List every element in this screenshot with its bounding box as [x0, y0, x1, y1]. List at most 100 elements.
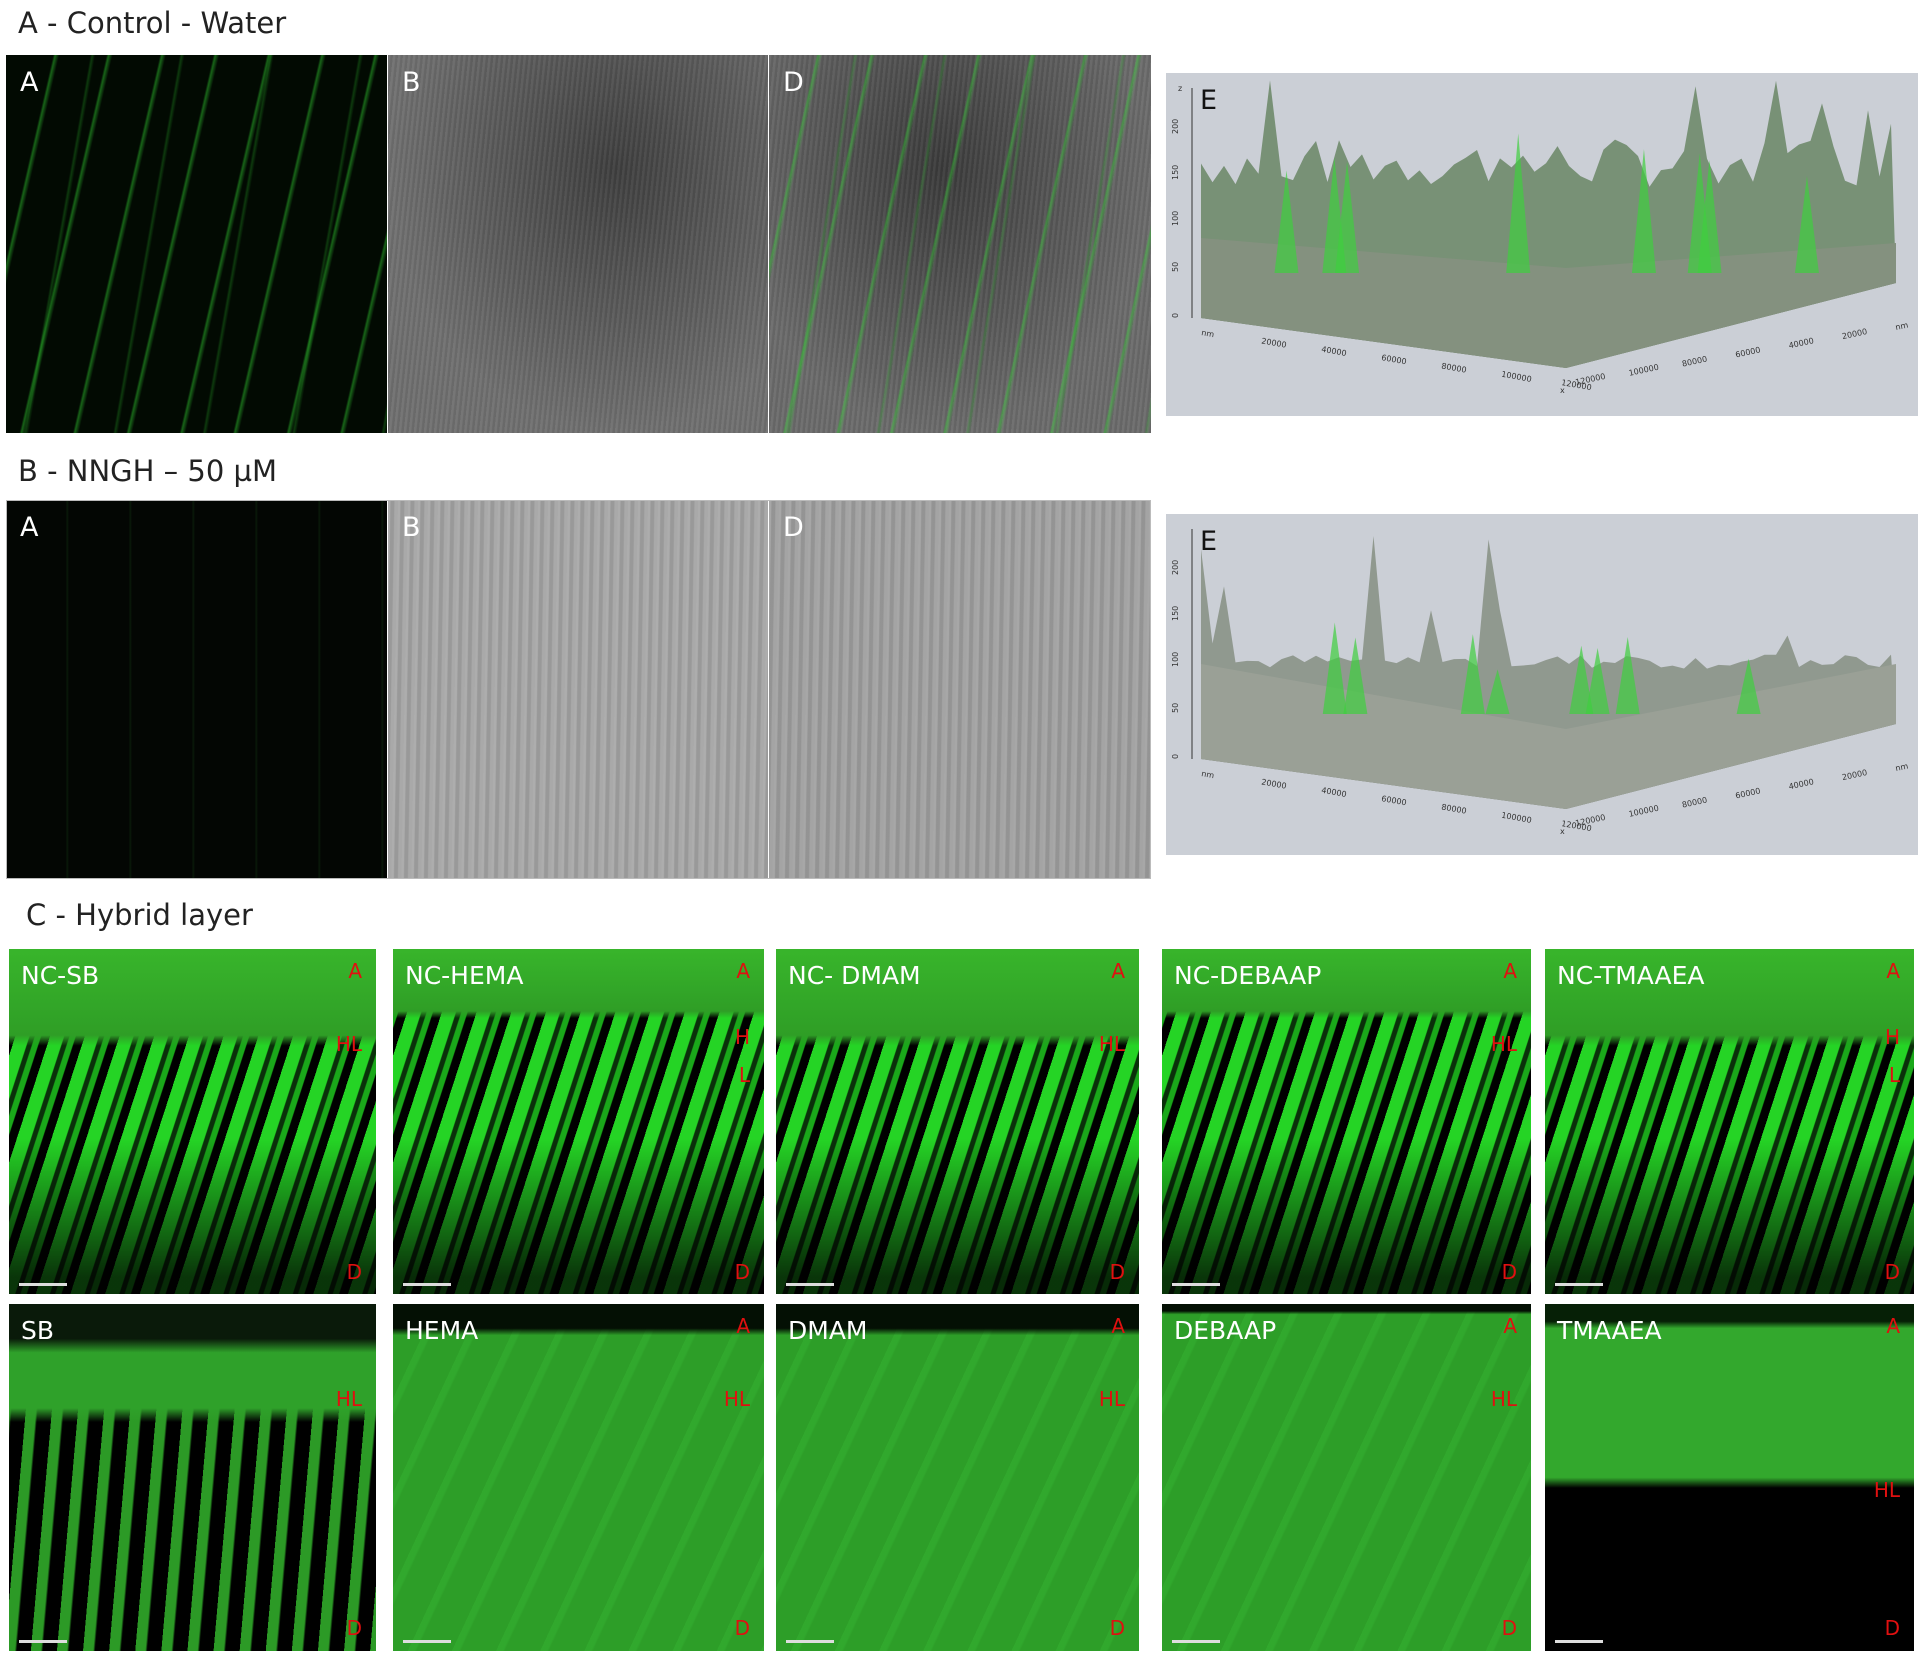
section-title: C - Hybrid layer	[26, 898, 253, 932]
region-label: A	[348, 959, 362, 984]
x-tick-label: 80000	[1441, 802, 1468, 815]
region-label: A	[736, 1314, 750, 1339]
z-tick-label: 200	[1171, 560, 1180, 575]
x-axis-label: x	[1560, 386, 1565, 395]
region-label: D	[1109, 1616, 1125, 1641]
panel-label: A	[20, 512, 39, 543]
z-tick-label: 0	[1171, 754, 1180, 759]
sample-label: NC-SB	[21, 961, 100, 990]
green-peak	[1615, 637, 1640, 714]
plot-label: E	[1200, 85, 1218, 116]
green-peak	[1585, 648, 1610, 714]
y-tick-label: nm	[1895, 761, 1910, 773]
region-label: HL	[335, 1031, 362, 1056]
scale-bar	[1172, 1640, 1220, 1643]
x-tick-label: 60000	[1381, 794, 1408, 807]
surface-front	[1201, 664, 1896, 809]
x-tick-label: 40000	[1321, 345, 1348, 358]
micrograph: TMAAEA A HL D	[1545, 1304, 1914, 1651]
plot-label: E	[1200, 526, 1218, 557]
green-peak	[1794, 176, 1819, 273]
green-peak	[1506, 133, 1531, 273]
scale-bar	[19, 1283, 67, 1286]
region-label: D	[734, 1259, 750, 1284]
scale-bar	[1555, 1283, 1603, 1286]
region-label: HL	[1490, 1387, 1517, 1412]
micrograph: NC-HEMA A H L D	[393, 949, 764, 1294]
z-tick-label: 100	[1171, 652, 1180, 667]
scale-bar	[786, 1283, 834, 1286]
micrograph: A	[6, 55, 387, 433]
panel-label: D	[783, 512, 804, 543]
x-tick-label: nm	[1201, 328, 1215, 339]
region-label: A	[1503, 959, 1517, 984]
z-tick-label: 100	[1171, 211, 1180, 226]
micrograph: NC-DEBAAP A HL D	[1162, 949, 1531, 1294]
sample-label: HEMA	[405, 1316, 479, 1345]
x-tick-label: 80000	[1441, 361, 1468, 374]
x-tick-label: 20000	[1261, 336, 1288, 349]
x-tick-label: 20000	[1261, 777, 1288, 790]
sample-label: NC- DMAM	[788, 961, 921, 990]
region-label: D	[1109, 1259, 1125, 1284]
micrograph: HEMA A HL D	[393, 1304, 764, 1651]
region-label: H	[1884, 1024, 1900, 1049]
green-peak	[1631, 149, 1656, 273]
region-label: A	[736, 959, 750, 984]
region-label: A	[1886, 959, 1900, 984]
region-label: A	[1111, 1314, 1125, 1339]
green-peak	[1343, 637, 1368, 714]
green-peak	[1569, 645, 1594, 714]
region-label: L	[1888, 1062, 1900, 1087]
sample-label: DMAM	[788, 1316, 868, 1345]
region-label: D	[1501, 1259, 1517, 1284]
green-peak	[1485, 669, 1510, 714]
section-title: B - NNGH – 50 µM	[18, 454, 277, 488]
z-tick-label: 150	[1171, 606, 1180, 621]
sample-label: NC-TMAAEA	[1557, 961, 1705, 990]
micrograph: NC-TMAAEA A H L D	[1545, 949, 1914, 1294]
region-label: HL	[1098, 1387, 1125, 1412]
sample-label: NC-DEBAAP	[1174, 961, 1322, 990]
micrograph: B	[388, 55, 768, 433]
region-label: A	[1111, 959, 1125, 984]
y-tick-label: nm	[1895, 320, 1910, 332]
z-tick-label: 50	[1171, 703, 1180, 713]
region-label: D	[346, 1259, 362, 1284]
sample-label: NC-HEMA	[405, 961, 524, 990]
scale-bar	[403, 1283, 451, 1286]
region-label: L	[738, 1062, 750, 1087]
z-tick-label: 50	[1171, 262, 1180, 272]
micrograph: NC-SB A HL D	[9, 949, 376, 1294]
region-label: A	[1503, 1314, 1517, 1339]
x-tick-label: nm	[1201, 769, 1215, 780]
region-label: D	[346, 1616, 362, 1641]
region-label: HL	[335, 1387, 362, 1412]
x-tick-label: 60000	[1381, 353, 1408, 366]
scale-bar	[403, 1640, 451, 1643]
scale-bar	[1555, 1640, 1603, 1643]
micrograph: DMAM A HL D	[776, 1304, 1139, 1651]
micrograph: NC- DMAM A HL D	[776, 949, 1139, 1294]
green-peak	[1687, 153, 1712, 273]
sample-label: DEBAAP	[1174, 1316, 1277, 1345]
panel-label: A	[20, 67, 39, 98]
region-label: D	[1884, 1259, 1900, 1284]
green-peak	[1274, 170, 1299, 273]
micrograph: SB HL D	[9, 1304, 376, 1651]
region-label: HL	[1490, 1031, 1517, 1056]
z-tick-label: 200	[1171, 119, 1180, 134]
green-peak	[1460, 634, 1485, 714]
section-title: A - Control - Water	[18, 6, 287, 40]
surface-plot: 050100150200nm20000400006000080000100000…	[1166, 514, 1918, 855]
micrograph: D	[769, 500, 1151, 879]
micrograph: A	[6, 500, 387, 879]
surface-front	[1201, 238, 1896, 368]
frame	[6, 500, 1151, 879]
z-axis-label: z	[1178, 84, 1182, 93]
x-axis-label: x	[1560, 827, 1565, 836]
micrograph: B	[388, 500, 768, 879]
x-tick-label: 40000	[1321, 786, 1348, 799]
panel-label: D	[783, 67, 804, 98]
panel-label: B	[402, 512, 421, 543]
